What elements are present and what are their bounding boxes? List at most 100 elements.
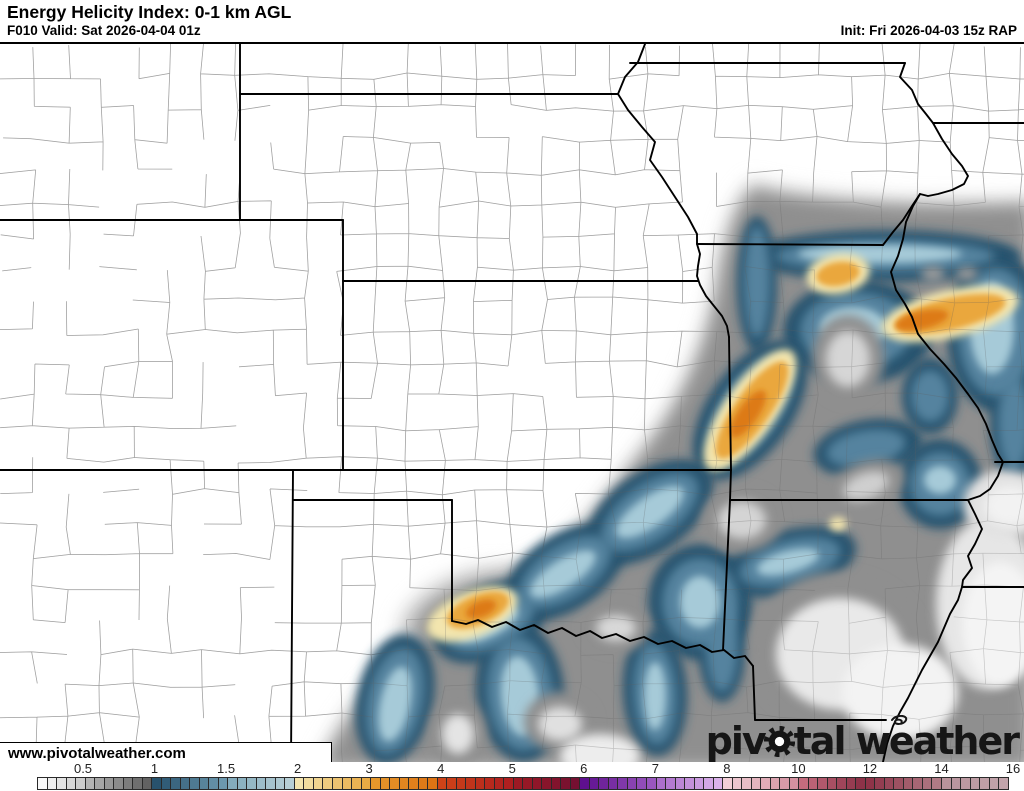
colorbar-swatch <box>85 778 96 789</box>
logo-text-tal-w: tal w <box>793 719 891 763</box>
colorbar-swatch <box>161 778 172 789</box>
colorbar-swatch <box>627 778 638 789</box>
colorbar-swatch <box>799 778 809 789</box>
colorbar-swatch <box>399 778 410 789</box>
colorbar-swatch <box>542 778 552 789</box>
state-borders <box>0 44 1024 762</box>
colorbar-swatch <box>418 778 429 789</box>
init-time-label: Init: Fri 2026-04-03 15z RAP <box>840 23 1017 38</box>
colorbar-swatch <box>818 778 828 789</box>
gear-icon <box>763 726 795 757</box>
colorbar-tick-1: 1 <box>150 761 159 776</box>
colorbar-swatch <box>380 778 391 789</box>
contour-field <box>315 179 1024 762</box>
colorbar-tick-0.5: 0.5 <box>73 761 93 776</box>
colorbar-swatch <box>941 778 952 789</box>
colorbar-swatch <box>95 778 105 789</box>
colorbar-tick-12: 12 <box>862 761 878 776</box>
colorbar-swatch <box>599 778 609 789</box>
colorbar-swatch <box>485 778 495 789</box>
colorbar-swatch <box>875 778 885 789</box>
colorbar-swatch <box>618 778 628 789</box>
colorbar-swatch <box>66 778 77 789</box>
colorbar-swatch <box>133 778 143 789</box>
colorbar-swatch <box>114 778 124 789</box>
colorbar-tick-14: 14 <box>934 761 949 776</box>
colorbar-swatch <box>513 778 524 789</box>
colorbar-swatch <box>199 778 210 789</box>
colorbar-swatch <box>732 778 743 789</box>
tornado-icon <box>890 715 907 725</box>
logo-text-ather: ather <box>912 719 1020 763</box>
colorbar-swatch <box>152 778 162 789</box>
colorbar-swatch <box>275 778 286 789</box>
colorbar-tick-8: 8 <box>723 761 731 776</box>
logo-text-e: e <box>888 719 915 763</box>
colorbar-swatch <box>989 778 1000 789</box>
colorbar-swatch <box>456 778 467 789</box>
colorbar-swatch <box>637 778 647 789</box>
colorbar-tick-10: 10 <box>791 761 806 776</box>
colorbar-swatch <box>742 778 752 789</box>
valid-time-label: F010 Valid: Sat 2026-04-04 01z <box>7 23 201 38</box>
colorbar-swatch <box>76 778 86 789</box>
colorbar-swatch <box>913 778 923 789</box>
colorbar-swatches <box>37 777 1009 790</box>
colorbar-swatch <box>352 778 362 789</box>
colorbar-swatch <box>190 778 200 789</box>
colorbar-tick-7: 7 <box>651 761 659 776</box>
colorbar-swatch <box>218 778 229 789</box>
colorbar-swatch <box>808 778 819 789</box>
county-grid-overlay <box>0 44 1024 762</box>
colorbar-swatch <box>713 778 724 789</box>
colorbar-swatch <box>932 778 942 789</box>
colorbar-swatch <box>285 778 295 789</box>
colorbar-swatch <box>104 778 115 789</box>
colorbar-swatch <box>970 778 981 789</box>
logo-text-piv: piv <box>705 719 767 763</box>
colorbar-swatch <box>123 778 134 789</box>
colorbar-swatch <box>837 778 847 789</box>
colorbar-swatch <box>770 778 781 789</box>
colorbar-tick-4: 4 <box>437 761 445 776</box>
colorbar-swatch <box>589 778 600 789</box>
colorbar-swatch <box>846 778 857 789</box>
colorbar-swatch <box>361 778 372 789</box>
colorbar-swatch <box>504 778 514 789</box>
colorbar-swatch <box>561 778 571 789</box>
colorbar-swatch <box>332 778 343 789</box>
colorbar-swatch <box>237 778 248 789</box>
colorbar-swatch <box>656 778 667 789</box>
weather-map-canvas[interactable] <box>0 44 1024 762</box>
colorbar-swatch <box>209 778 219 789</box>
colorbar-swatch <box>428 778 438 789</box>
pivotalweather-logo: piv tal w eather <box>705 715 1020 763</box>
colorbar-swatch <box>228 778 238 789</box>
colorbar-swatch <box>447 778 457 789</box>
colorbar-swatch <box>704 778 714 789</box>
colorbar-swatch <box>856 778 866 789</box>
colorbar-swatch <box>390 778 400 789</box>
colorbar-swatch <box>466 778 476 789</box>
colorbar-swatch <box>409 778 419 789</box>
colorbar-swatch <box>694 778 705 789</box>
colorbar-swatch <box>437 778 448 789</box>
colorbar-swatch <box>675 778 686 789</box>
colorbar-swatch <box>827 778 838 789</box>
colorbar: 0.5 1 1.5 2 3 4 5 6 7 8 10 12 14 16 <box>0 761 1024 791</box>
colorbar-swatch <box>780 778 790 789</box>
colorbar-swatch <box>523 778 533 789</box>
colorbar-swatch <box>57 778 67 789</box>
header: Energy Helicity Index: 0-1 km AGL F010 V… <box>0 0 1024 42</box>
colorbar-swatch <box>999 778 1008 789</box>
colorbar-swatch <box>608 778 619 789</box>
colorbar-swatch <box>171 778 181 789</box>
colorbar-swatch <box>247 778 257 789</box>
colorbar-tick-2: 2 <box>293 761 302 776</box>
colorbar-swatch <box>961 778 971 789</box>
colorbar-swatch <box>922 778 933 789</box>
colorbar-swatch <box>313 778 324 789</box>
colorbar-swatch <box>761 778 771 789</box>
colorbar-swatch <box>666 778 676 789</box>
